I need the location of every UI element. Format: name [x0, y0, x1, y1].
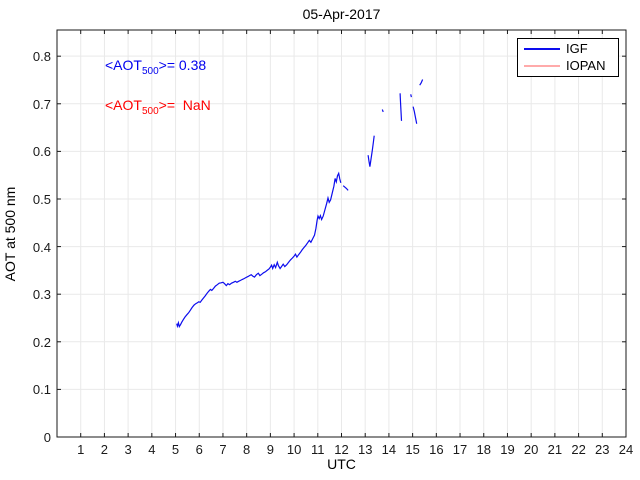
- x-tick-label: 1: [77, 442, 85, 457]
- iopan-annotation-subscript: 500: [141, 105, 159, 117]
- x-axis-label: UTC: [327, 456, 356, 472]
- y-tick-label: 0.5: [32, 191, 51, 207]
- legend-item-igf: IGF: [518, 41, 618, 57]
- series-line-igf: [410, 94, 412, 98]
- igf-mean-annotation: <AOT500>= 0.38: [105, 57, 206, 77]
- legend-label-igf: IGF: [566, 41, 588, 57]
- chart-title: 05-Apr-2017: [302, 6, 381, 22]
- legend-item-iopan: IOPAN: [518, 58, 618, 74]
- iopan-line-sample: [524, 64, 560, 67]
- x-tick-label: 22: [571, 442, 586, 457]
- x-tick-label: 14: [381, 442, 397, 457]
- x-tick-label: 23: [595, 442, 610, 457]
- iopan-mean-annotation: <AOT500>= NaN: [105, 97, 211, 117]
- x-tick-label: 7: [219, 442, 227, 457]
- iopan-annotation-value: >= NaN: [158, 97, 211, 113]
- x-tick-label: 24: [618, 442, 634, 457]
- x-tick-label: 21: [547, 442, 563, 457]
- y-tick-label: 0.7: [32, 96, 51, 112]
- igf-annotation-value: >= 0.38: [158, 57, 207, 73]
- y-tick-label: 0.8: [32, 49, 51, 65]
- igf-annotation-subscript: 500: [141, 65, 159, 77]
- series-line-igf: [176, 171, 342, 329]
- x-tick-label: 8: [243, 442, 251, 457]
- x-tick-label: 2: [100, 442, 109, 457]
- legend-label-iopan: IOPAN: [566, 57, 606, 73]
- y-tick-label: 0: [43, 430, 51, 445]
- y-tick-label: 0.4: [32, 239, 51, 255]
- series-line-igf: [381, 109, 384, 113]
- x-tick-label: 6: [195, 442, 203, 457]
- y-tick-label: 0.2: [32, 334, 51, 350]
- x-tick-label: 17: [452, 442, 468, 457]
- x-tick-label: 18: [476, 442, 491, 457]
- igf-annotation-text: <AOT: [105, 57, 142, 73]
- series-line-igf: [342, 185, 349, 191]
- iopan-annotation-text: <AOT: [105, 97, 142, 113]
- x-tick-label: 11: [311, 442, 325, 457]
- x-tick-label: 5: [171, 442, 180, 457]
- x-tick-label: 3: [124, 442, 132, 457]
- series-line-igf: [367, 135, 375, 167]
- x-tick-label: 4: [148, 442, 156, 457]
- y-tick-label: 0.6: [32, 144, 51, 160]
- x-tick-label: 19: [500, 442, 515, 457]
- x-tick-label: 16: [429, 442, 444, 457]
- y-tick-label: 0.1: [32, 382, 51, 398]
- legend: IGF IOPAN: [517, 38, 619, 77]
- series-line-igf: [399, 93, 403, 121]
- series-line-igf: [412, 106, 418, 124]
- y-tick-label: 0.3: [32, 287, 51, 303]
- x-tick-label: 13: [357, 442, 373, 457]
- x-tick-label: 20: [523, 442, 539, 457]
- series-line-igf: [419, 79, 424, 86]
- x-tick-label: 9: [266, 442, 274, 457]
- x-tick-label: 10: [286, 442, 302, 457]
- igf-line-sample: [524, 48, 560, 51]
- x-tick-label: 15: [405, 442, 420, 457]
- x-tick-label: 12: [334, 442, 349, 457]
